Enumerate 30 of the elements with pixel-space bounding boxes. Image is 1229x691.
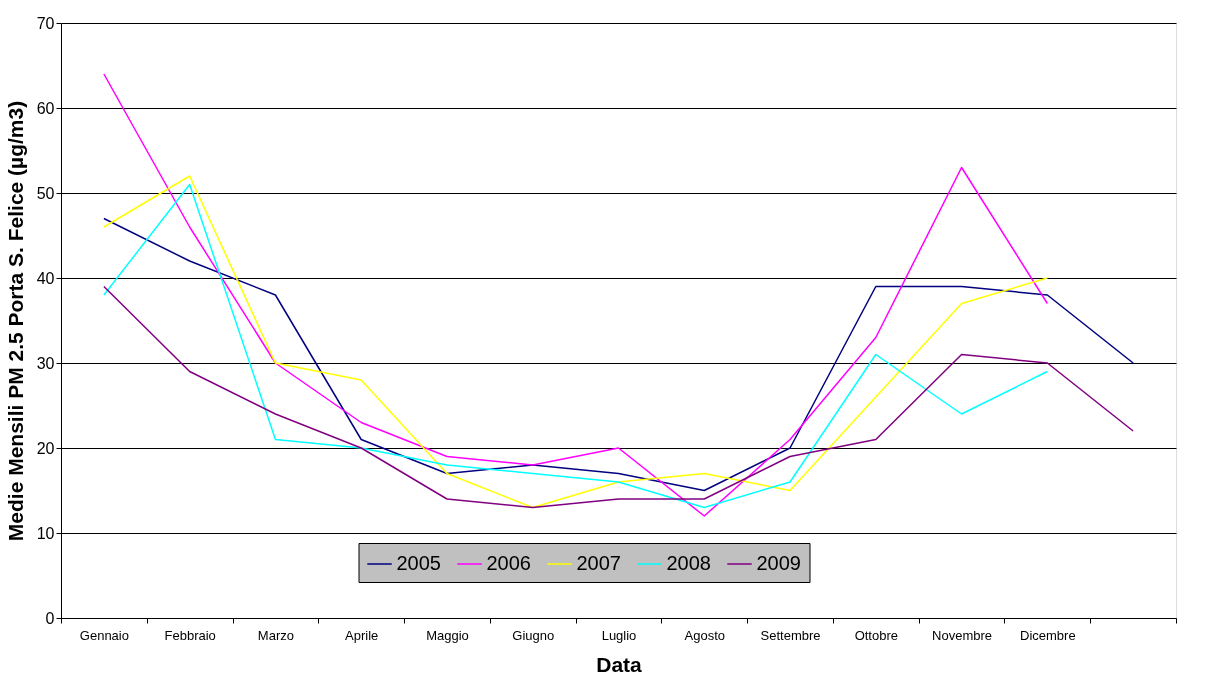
- x-tick-label: Novembre: [932, 627, 993, 643]
- y-tick-label: 60: [36, 99, 55, 117]
- x-tick-label: Dicembre: [1020, 627, 1076, 643]
- line-series: [103, 217, 1134, 492]
- legend-label: 2005: [396, 552, 441, 574]
- y-tick-label: 50: [36, 184, 55, 202]
- line-series: [103, 73, 1049, 517]
- x-tick-label: Gennaio: [79, 627, 129, 643]
- y-tick-label: 10: [36, 524, 55, 542]
- x-tick-label: Maggio: [426, 627, 469, 643]
- x-tick-label: Ottobre: [854, 627, 898, 643]
- legend-label: 2008: [666, 552, 711, 574]
- x-tick-label: Luglio: [601, 627, 637, 643]
- line-series: [103, 285, 1134, 509]
- x-axis-title: Data: [596, 652, 643, 676]
- y-tick-label: 40: [36, 269, 55, 287]
- legend-label: 2009: [756, 552, 801, 574]
- y-tick-label: 70: [36, 14, 55, 32]
- x-tick-label: Giugno: [512, 627, 555, 643]
- x-tick-label: Marzo: [257, 627, 294, 643]
- y-axis-title: Medie Mensili PM 2.5 Porta S. Felice (µg/m3): [3, 100, 27, 542]
- y-tick-label: 0: [45, 609, 55, 627]
- x-tick-label: Aprile: [345, 627, 379, 643]
- y-tick-label: 30: [36, 354, 55, 372]
- x-tick-label: Febbraio: [164, 627, 216, 643]
- x-tick-label: Settembre: [760, 627, 821, 643]
- y-tick-label: 20: [36, 439, 55, 457]
- x-tick-label: Agosto: [684, 627, 726, 643]
- legend-label: 2007: [576, 552, 621, 574]
- legend-label: 2006: [486, 552, 531, 574]
